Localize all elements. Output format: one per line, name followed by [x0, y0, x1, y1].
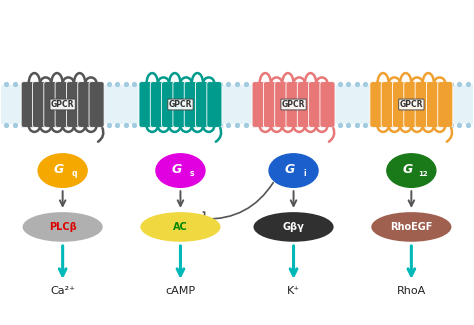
- FancyBboxPatch shape: [55, 82, 70, 127]
- FancyBboxPatch shape: [415, 82, 430, 127]
- Text: Ca²⁺: Ca²⁺: [50, 286, 75, 296]
- FancyBboxPatch shape: [438, 82, 453, 127]
- Ellipse shape: [254, 212, 334, 242]
- Ellipse shape: [140, 212, 220, 242]
- Text: i: i: [303, 169, 306, 178]
- FancyBboxPatch shape: [207, 82, 222, 127]
- Text: cAMP: cAMP: [165, 286, 195, 296]
- Circle shape: [38, 154, 87, 187]
- Text: AC: AC: [173, 222, 188, 232]
- FancyBboxPatch shape: [286, 82, 301, 127]
- Text: G: G: [54, 163, 64, 176]
- FancyBboxPatch shape: [162, 82, 177, 127]
- Text: RhoA: RhoA: [397, 286, 426, 296]
- FancyBboxPatch shape: [150, 82, 165, 127]
- Text: GPCR: GPCR: [169, 100, 192, 109]
- Text: s: s: [190, 169, 194, 178]
- FancyBboxPatch shape: [275, 82, 290, 127]
- FancyBboxPatch shape: [184, 82, 199, 127]
- FancyBboxPatch shape: [139, 82, 154, 127]
- Text: RhoEGF: RhoEGF: [390, 222, 433, 232]
- Text: G: G: [172, 163, 182, 176]
- FancyBboxPatch shape: [381, 82, 396, 127]
- Text: K⁺: K⁺: [287, 286, 300, 296]
- FancyBboxPatch shape: [66, 82, 82, 127]
- FancyBboxPatch shape: [78, 82, 93, 127]
- Ellipse shape: [23, 212, 103, 242]
- FancyBboxPatch shape: [309, 82, 324, 127]
- Bar: [1, 85, 473, 124]
- Text: G: G: [285, 163, 295, 176]
- Ellipse shape: [371, 212, 451, 242]
- FancyBboxPatch shape: [404, 82, 419, 127]
- Text: GPCR: GPCR: [51, 100, 74, 109]
- Text: Gβγ: Gβγ: [283, 222, 304, 232]
- FancyBboxPatch shape: [427, 82, 441, 127]
- FancyBboxPatch shape: [173, 82, 188, 127]
- FancyBboxPatch shape: [21, 82, 36, 127]
- FancyBboxPatch shape: [252, 82, 267, 127]
- Text: G: G: [402, 163, 413, 176]
- Text: GPCR: GPCR: [282, 100, 305, 109]
- Text: PLCβ: PLCβ: [49, 222, 76, 232]
- Text: GPCR: GPCR: [400, 100, 423, 109]
- FancyBboxPatch shape: [297, 82, 312, 127]
- Circle shape: [269, 154, 318, 187]
- Text: q: q: [71, 169, 77, 178]
- Circle shape: [156, 154, 205, 187]
- FancyBboxPatch shape: [44, 82, 59, 127]
- FancyBboxPatch shape: [320, 82, 335, 127]
- FancyBboxPatch shape: [370, 82, 385, 127]
- Circle shape: [387, 154, 436, 187]
- Text: 12: 12: [418, 171, 428, 177]
- FancyBboxPatch shape: [392, 82, 408, 127]
- FancyBboxPatch shape: [196, 82, 210, 127]
- FancyBboxPatch shape: [33, 82, 47, 127]
- FancyBboxPatch shape: [89, 82, 104, 127]
- FancyBboxPatch shape: [264, 82, 278, 127]
